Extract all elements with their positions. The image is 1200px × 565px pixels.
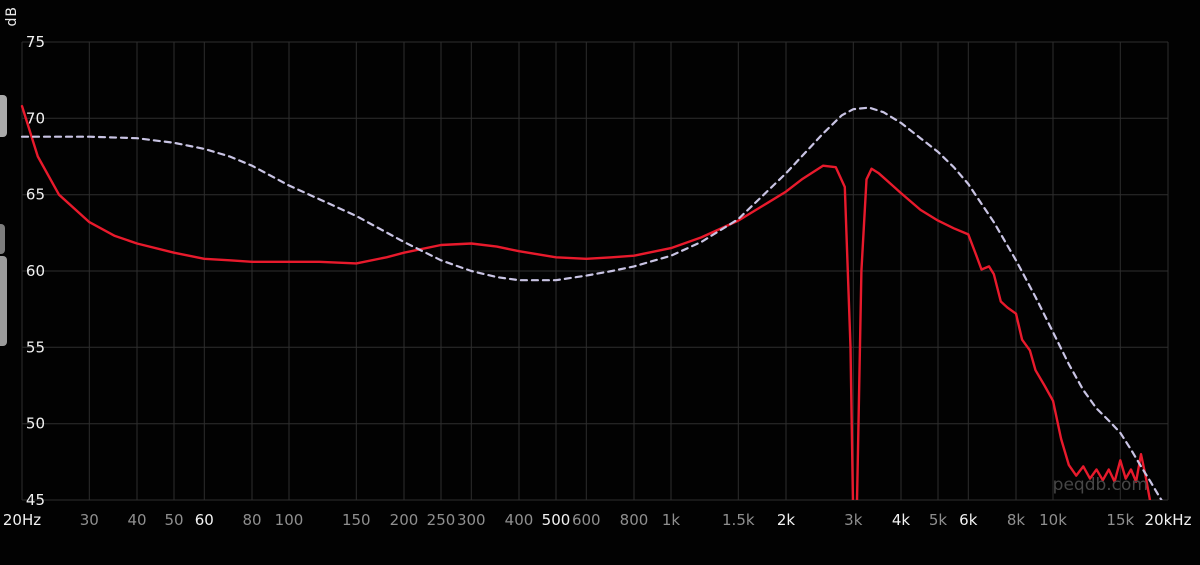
- x-tick-label: 3k: [844, 511, 863, 529]
- x-tick-label: 1.5k: [722, 511, 755, 529]
- x-tick-label: 250: [427, 511, 456, 529]
- x-tick-label: 100: [275, 511, 304, 529]
- x-tick-label: 30: [80, 511, 99, 529]
- x-tick-label: 50: [164, 511, 183, 529]
- x-tick-label: 20Hz: [3, 511, 41, 529]
- x-tick-label: 500: [542, 511, 571, 529]
- x-tick-label: 600: [572, 511, 601, 529]
- x-tick-label: 800: [620, 511, 649, 529]
- x-tick-label: 1k: [662, 511, 681, 529]
- y-axis-unit-label: dB: [4, 6, 20, 27]
- x-tick-label: 200: [390, 511, 419, 529]
- x-tick-label: 4k: [892, 511, 911, 529]
- y-tick-label: 55: [26, 338, 45, 356]
- x-tick-label: 150: [342, 511, 371, 529]
- y-tick-label: 60: [26, 262, 45, 280]
- x-tick-label: 6k: [959, 511, 978, 529]
- series-target: [20, 106, 1163, 500]
- x-tick-label: 10k: [1039, 511, 1067, 529]
- x-tick-label: 20kHz: [1145, 511, 1192, 529]
- x-tick-label: 2k: [777, 511, 796, 529]
- x-tick-label: 40: [127, 511, 146, 529]
- x-tick-label: 60: [195, 511, 214, 529]
- watermark: peqdb.com: [1052, 475, 1148, 495]
- x-tick-label: 300: [457, 511, 486, 529]
- x-tick-label: 8k: [1007, 511, 1026, 529]
- y-tick-label: 45: [26, 491, 45, 509]
- y-tick-label: 75: [26, 33, 45, 51]
- series-measurement: [20, 104, 1152, 500]
- y-tick-label: 65: [26, 186, 45, 204]
- x-tick-label: 15k: [1106, 511, 1134, 529]
- x-tick-label: 80: [242, 511, 261, 529]
- x-tick-label: 400: [505, 511, 534, 529]
- left-edge-slider-segment[interactable]: [0, 256, 7, 346]
- left-edge-slider-segment[interactable]: [0, 224, 5, 254]
- left-edge-slider-segment[interactable]: [0, 95, 7, 137]
- y-tick-label: 50: [26, 415, 45, 433]
- y-tick-label: 70: [26, 109, 45, 127]
- x-tick-label: 5k: [929, 511, 948, 529]
